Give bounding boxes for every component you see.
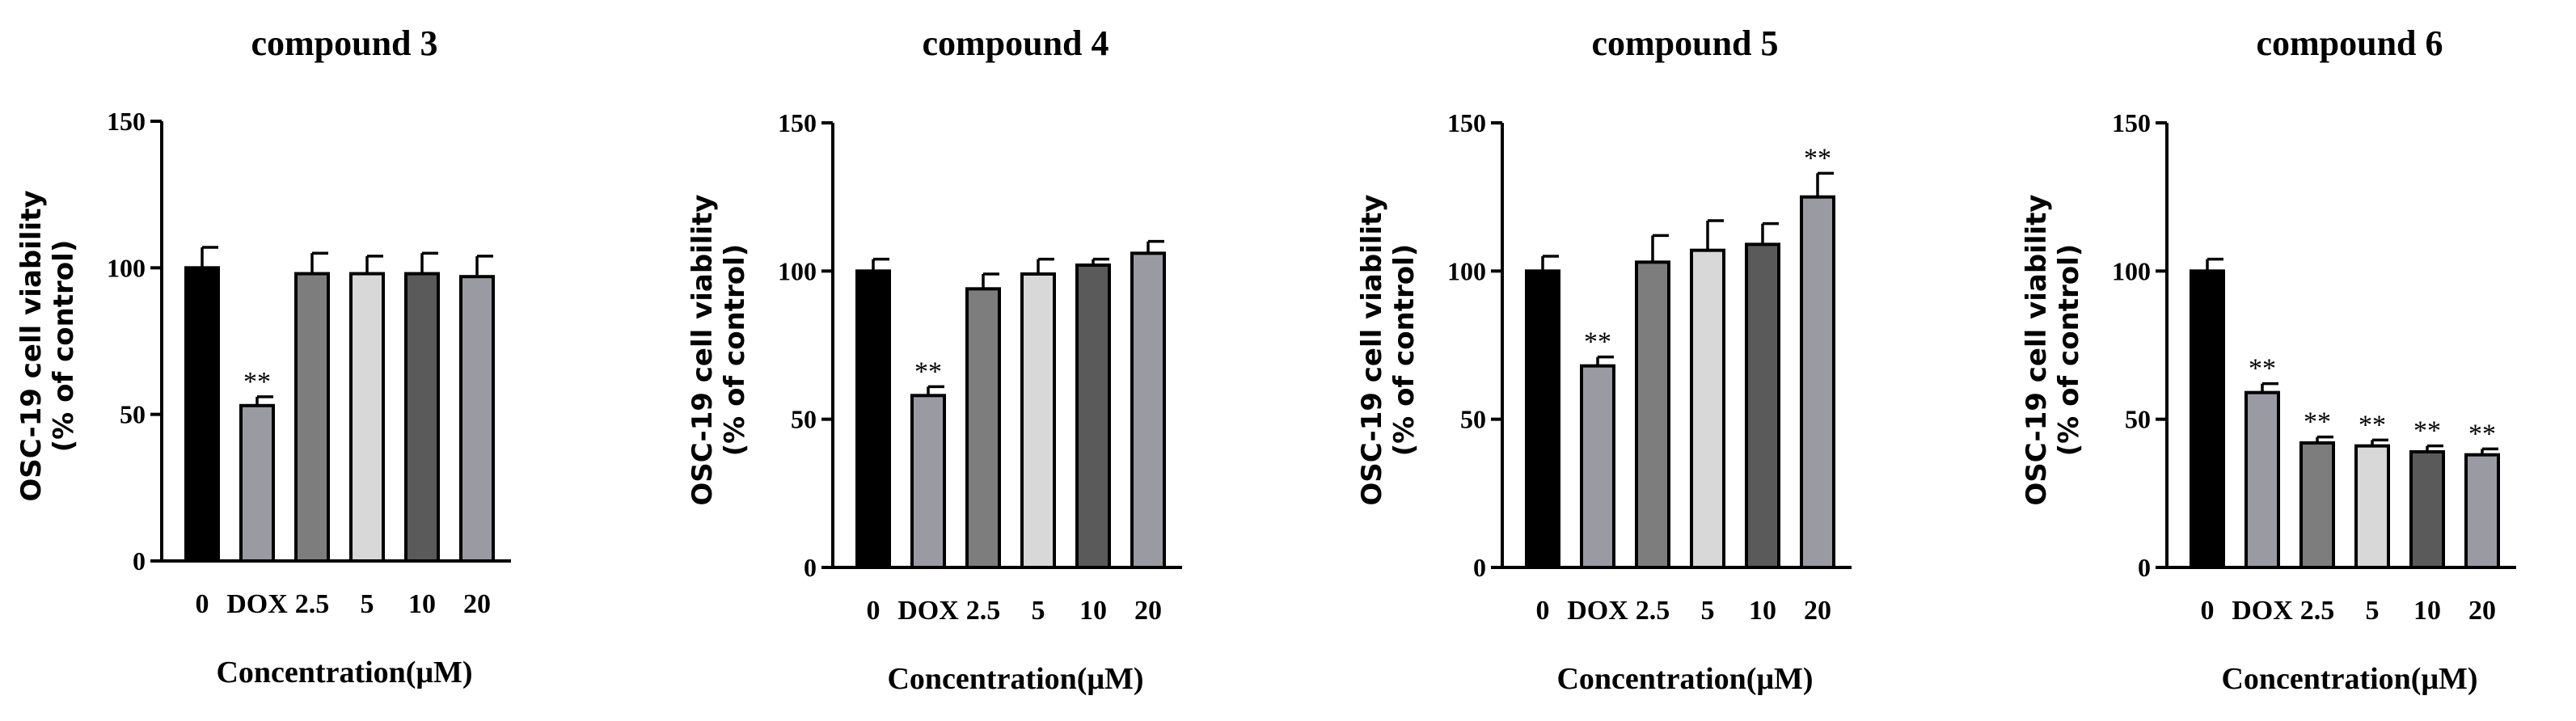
bar-20 xyxy=(1800,195,1835,570)
x-tick-label: 20 xyxy=(1804,596,1831,626)
y-axis-label: OSC-19 cell viability xyxy=(686,194,719,505)
bar-DOX xyxy=(2244,390,2280,569)
significance-marker: ** xyxy=(1584,327,1611,357)
x-axis-label: Concentration(μM) xyxy=(887,662,1143,696)
x-tick-label: 2.5 xyxy=(966,596,1001,626)
significance-marker: ** xyxy=(2304,407,2331,437)
bar-DOX xyxy=(1580,364,1615,569)
bar-DOX xyxy=(239,403,275,563)
bar-0 xyxy=(2190,269,2225,569)
bar-0 xyxy=(855,269,891,569)
chart-title: compound 3 xyxy=(251,23,437,63)
y-tick-label: 150 xyxy=(1447,108,1486,137)
significance-marker: ** xyxy=(914,356,942,386)
significance-marker: ** xyxy=(243,367,271,397)
x-tick-label: 0 xyxy=(2201,596,2215,626)
bar-10 xyxy=(1075,264,1111,569)
chart-title: compound 6 xyxy=(2256,23,2443,63)
bar-DOX xyxy=(910,394,946,570)
y-axis-label: OSC-19 cell viability xyxy=(2021,194,2053,505)
x-tick-label: 10 xyxy=(1749,596,1776,626)
x-tick-label: 2.5 xyxy=(295,589,330,619)
bar-20 xyxy=(2464,453,2500,570)
x-tick-label: 2.5 xyxy=(1636,596,1670,626)
y-tick-label: 0 xyxy=(1473,553,1486,582)
x-axis-label: Concentration(μM) xyxy=(216,656,472,689)
chart-title: compound 5 xyxy=(1591,23,1778,63)
bar-20 xyxy=(1130,251,1166,569)
x-tick-label: DOX xyxy=(1567,596,1628,626)
y-tick-label: 50 xyxy=(120,400,146,429)
y-tick-label: 150 xyxy=(107,107,146,136)
y-tick-label: 100 xyxy=(2112,256,2151,285)
bar-2.5 xyxy=(2299,441,2335,569)
y-tick-label: 0 xyxy=(804,553,817,582)
y-axis-label: OSC-19 cell viability xyxy=(1356,194,1388,505)
bar-10 xyxy=(404,272,440,563)
y-axis-label-units: (% of control) xyxy=(719,244,751,457)
x-axis-label: Concentration(μM) xyxy=(2221,662,2477,696)
bar-5 xyxy=(349,272,385,563)
x-tick-label: 10 xyxy=(408,589,436,619)
x-tick-label: 5 xyxy=(361,589,374,619)
x-tick-label: 10 xyxy=(2413,596,2441,626)
bar-0 xyxy=(1525,269,1560,569)
y-axis-label-units: (% of control) xyxy=(1388,244,1421,457)
significance-marker: ** xyxy=(2413,416,2441,446)
x-tick-label: DOX xyxy=(897,596,959,626)
y-tick-label: 150 xyxy=(2112,108,2151,137)
x-axis-label: Concentration(μM) xyxy=(1556,662,1813,696)
bar-5 xyxy=(2354,444,2390,570)
significance-marker: ** xyxy=(2249,354,2276,384)
x-tick-label: 20 xyxy=(2468,596,2496,626)
significance-marker: ** xyxy=(1804,143,1831,173)
y-axis-label: OSC-19 cell viability xyxy=(15,190,48,501)
significance-marker: ** xyxy=(2359,410,2386,440)
y-axis-label-units: (% of control) xyxy=(48,240,80,453)
bar-0 xyxy=(184,266,220,563)
bar-5 xyxy=(1020,272,1056,569)
x-tick-label: 20 xyxy=(1134,596,1162,626)
y-tick-label: 50 xyxy=(2125,405,2151,434)
bar-2.5 xyxy=(1635,260,1670,569)
x-tick-label: 0 xyxy=(196,589,209,619)
y-tick-label: 100 xyxy=(1447,256,1486,285)
x-tick-label: 20 xyxy=(463,589,491,619)
bar-2.5 xyxy=(965,287,1001,569)
y-tick-label: 0 xyxy=(133,546,146,576)
x-tick-label: 0 xyxy=(1536,596,1550,626)
x-tick-label: 5 xyxy=(1032,596,1045,626)
y-tick-label: 50 xyxy=(1460,405,1486,434)
y-tick-label: 100 xyxy=(778,256,817,285)
x-tick-label: 0 xyxy=(867,596,880,626)
bar-2.5 xyxy=(294,272,330,563)
x-tick-label: 5 xyxy=(1701,596,1715,626)
y-tick-label: 0 xyxy=(2138,553,2151,582)
chart-title: compound 4 xyxy=(922,23,1109,63)
bar-5 xyxy=(1690,248,1725,569)
x-tick-label: DOX xyxy=(2232,596,2293,626)
x-tick-label: DOX xyxy=(226,589,288,619)
significance-marker: ** xyxy=(2468,419,2496,449)
bar-20 xyxy=(459,275,495,563)
bar-10 xyxy=(2409,450,2445,569)
x-tick-label: 5 xyxy=(2366,596,2380,626)
y-tick-label: 50 xyxy=(791,405,817,434)
x-tick-label: 10 xyxy=(1079,596,1107,626)
x-tick-label: 2.5 xyxy=(2300,596,2335,626)
y-tick-label: 150 xyxy=(778,108,817,137)
y-tick-label: 100 xyxy=(107,253,146,282)
y-axis-label-units: (% of control) xyxy=(2053,244,2085,457)
bar-10 xyxy=(1745,242,1780,569)
